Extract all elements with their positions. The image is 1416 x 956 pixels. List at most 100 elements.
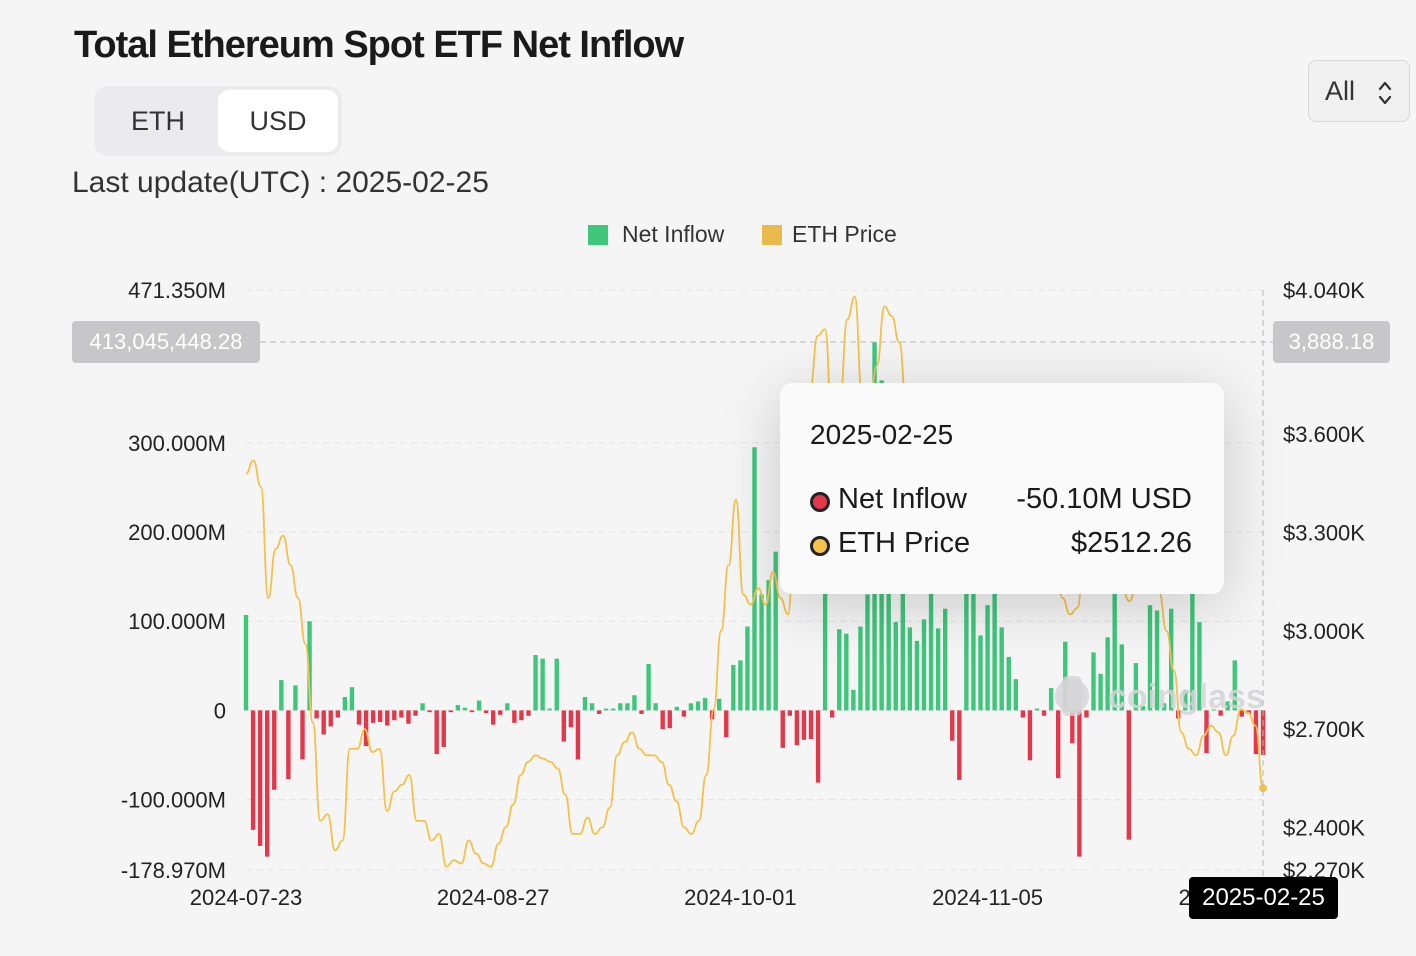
net-inflow-bar[interactable] <box>646 664 651 711</box>
net-inflow-bar[interactable] <box>745 626 750 711</box>
toggle-eth-button[interactable]: ETH <box>131 106 185 136</box>
net-inflow-bar[interactable] <box>858 626 863 711</box>
net-inflow-bar[interactable] <box>349 687 355 711</box>
net-inflow-bar[interactable] <box>370 710 376 723</box>
net-inflow-bar[interactable] <box>1232 660 1237 711</box>
net-inflow-bar[interactable] <box>540 658 545 711</box>
net-inflow-bar[interactable] <box>999 627 1004 711</box>
net-inflow-bar[interactable] <box>1225 701 1230 711</box>
net-inflow-bar[interactable] <box>731 664 736 711</box>
net-inflow-bar[interactable] <box>907 627 913 711</box>
net-inflow-bar[interactable] <box>257 710 263 846</box>
net-inflow-bar[interactable] <box>526 710 531 716</box>
net-inflow-bar[interactable] <box>377 710 383 722</box>
toggle-usd-button[interactable]: USD <box>218 90 338 152</box>
net-inflow-bar[interactable] <box>568 710 574 728</box>
net-inflow-bar[interactable] <box>992 528 997 711</box>
net-inflow-bar[interactable] <box>427 710 432 713</box>
net-inflow-bar[interactable] <box>752 447 757 711</box>
net-inflow-bar[interactable] <box>1006 656 1011 711</box>
net-inflow-bar[interactable] <box>596 710 602 714</box>
net-inflow-bar[interactable] <box>1105 637 1110 711</box>
net-inflow-bar[interactable] <box>1084 710 1089 718</box>
net-inflow-bar[interactable] <box>935 628 941 711</box>
net-inflow-bar[interactable] <box>498 710 503 715</box>
net-inflow-bar[interactable] <box>490 710 496 725</box>
net-inflow-bar[interactable] <box>547 708 552 711</box>
net-inflow-bar[interactable] <box>653 703 658 711</box>
net-inflow-bar[interactable] <box>328 710 333 727</box>
net-inflow-bar[interactable] <box>561 710 567 742</box>
net-inflow-bar[interactable] <box>385 710 390 726</box>
net-inflow-bar[interactable] <box>1098 673 1103 711</box>
net-inflow-bar[interactable] <box>1140 705 1146 711</box>
net-inflow-bar[interactable] <box>1133 663 1139 711</box>
net-inflow-bar[interactable] <box>738 660 743 711</box>
net-inflow-bar[interactable] <box>575 710 581 760</box>
net-inflow-bar[interactable] <box>914 640 920 711</box>
net-inflow-bar[interactable] <box>589 703 595 711</box>
net-inflow-bar[interactable] <box>632 695 637 711</box>
net-inflow-bar[interactable] <box>928 531 934 711</box>
net-inflow-bar[interactable] <box>851 689 856 711</box>
net-inflow-bar[interactable] <box>625 703 630 711</box>
net-inflow-bar[interactable] <box>1055 710 1061 779</box>
net-inflow-bar[interactable] <box>1183 689 1188 711</box>
net-inflow-bar[interactable] <box>286 710 291 780</box>
net-inflow-bar[interactable] <box>674 706 680 711</box>
net-inflow-bar[interactable] <box>462 707 468 711</box>
net-inflow-bar[interactable] <box>1048 688 1054 711</box>
net-inflow-bar[interactable] <box>1239 710 1245 717</box>
net-inflow-bar[interactable] <box>1027 710 1033 761</box>
net-inflow-bar[interactable] <box>978 635 983 711</box>
net-inflow-bar[interactable] <box>476 700 482 711</box>
net-inflow-bar[interactable] <box>1070 710 1075 744</box>
range-select[interactable]: All <box>1308 60 1410 122</box>
net-inflow-bar[interactable] <box>335 710 341 718</box>
net-inflow-bar[interactable] <box>702 697 708 711</box>
net-inflow-bar[interactable] <box>603 708 609 711</box>
net-inflow-bar[interactable] <box>300 710 305 760</box>
net-inflow-bar[interactable] <box>1190 542 1195 711</box>
net-inflow-bar[interactable] <box>1154 610 1160 711</box>
net-inflow-bar[interactable] <box>243 614 249 711</box>
net-inflow-bar[interactable] <box>1126 710 1132 840</box>
net-inflow-bar[interactable] <box>716 698 722 711</box>
net-inflow-bar[interactable] <box>611 708 616 711</box>
net-inflow-bar[interactable] <box>801 710 807 740</box>
net-inflow-bar[interactable] <box>533 655 538 711</box>
net-inflow-bar[interactable] <box>1112 572 1117 711</box>
net-inflow-bar[interactable] <box>399 710 404 718</box>
net-inflow-bar[interactable] <box>688 703 694 711</box>
net-inflow-bar[interactable] <box>1041 710 1047 716</box>
net-inflow-bar[interactable] <box>250 710 256 830</box>
net-inflow-bar[interactable] <box>512 710 517 723</box>
net-inflow-bar[interactable] <box>1119 644 1124 711</box>
net-inflow-bar[interactable] <box>815 710 821 783</box>
net-inflow-bar[interactable] <box>639 710 644 714</box>
net-inflow-bar[interactable] <box>505 703 510 711</box>
net-inflow-bar[interactable] <box>766 580 771 711</box>
net-inflow-bar[interactable] <box>321 710 326 735</box>
net-inflow-bar[interactable] <box>1197 622 1202 711</box>
net-inflow-bar[interactable] <box>971 549 976 711</box>
net-inflow-bar[interactable] <box>483 710 489 714</box>
net-inflow-bar[interactable] <box>554 658 559 711</box>
net-inflow-bar[interactable] <box>1077 710 1082 857</box>
net-inflow-bar[interactable] <box>985 605 990 711</box>
net-inflow-bar[interactable] <box>469 710 475 713</box>
net-inflow-bar[interactable] <box>1091 652 1096 711</box>
net-inflow-bar[interactable] <box>264 710 270 857</box>
net-inflow-bar[interactable] <box>660 710 665 730</box>
net-inflow-bar[interactable] <box>844 633 849 711</box>
net-inflow-bar[interactable] <box>293 685 298 711</box>
net-inflow-bar[interactable] <box>519 710 524 721</box>
net-inflow-bar[interactable] <box>1161 703 1167 711</box>
net-inflow-bar[interactable] <box>829 710 835 718</box>
net-inflow-bar[interactable] <box>279 680 284 711</box>
net-inflow-bar[interactable] <box>964 490 969 711</box>
net-inflow-bar[interactable] <box>314 710 319 719</box>
net-inflow-bar[interactable] <box>441 710 446 747</box>
net-inflow-bar[interactable] <box>900 531 906 711</box>
net-inflow-bar[interactable] <box>865 594 870 711</box>
